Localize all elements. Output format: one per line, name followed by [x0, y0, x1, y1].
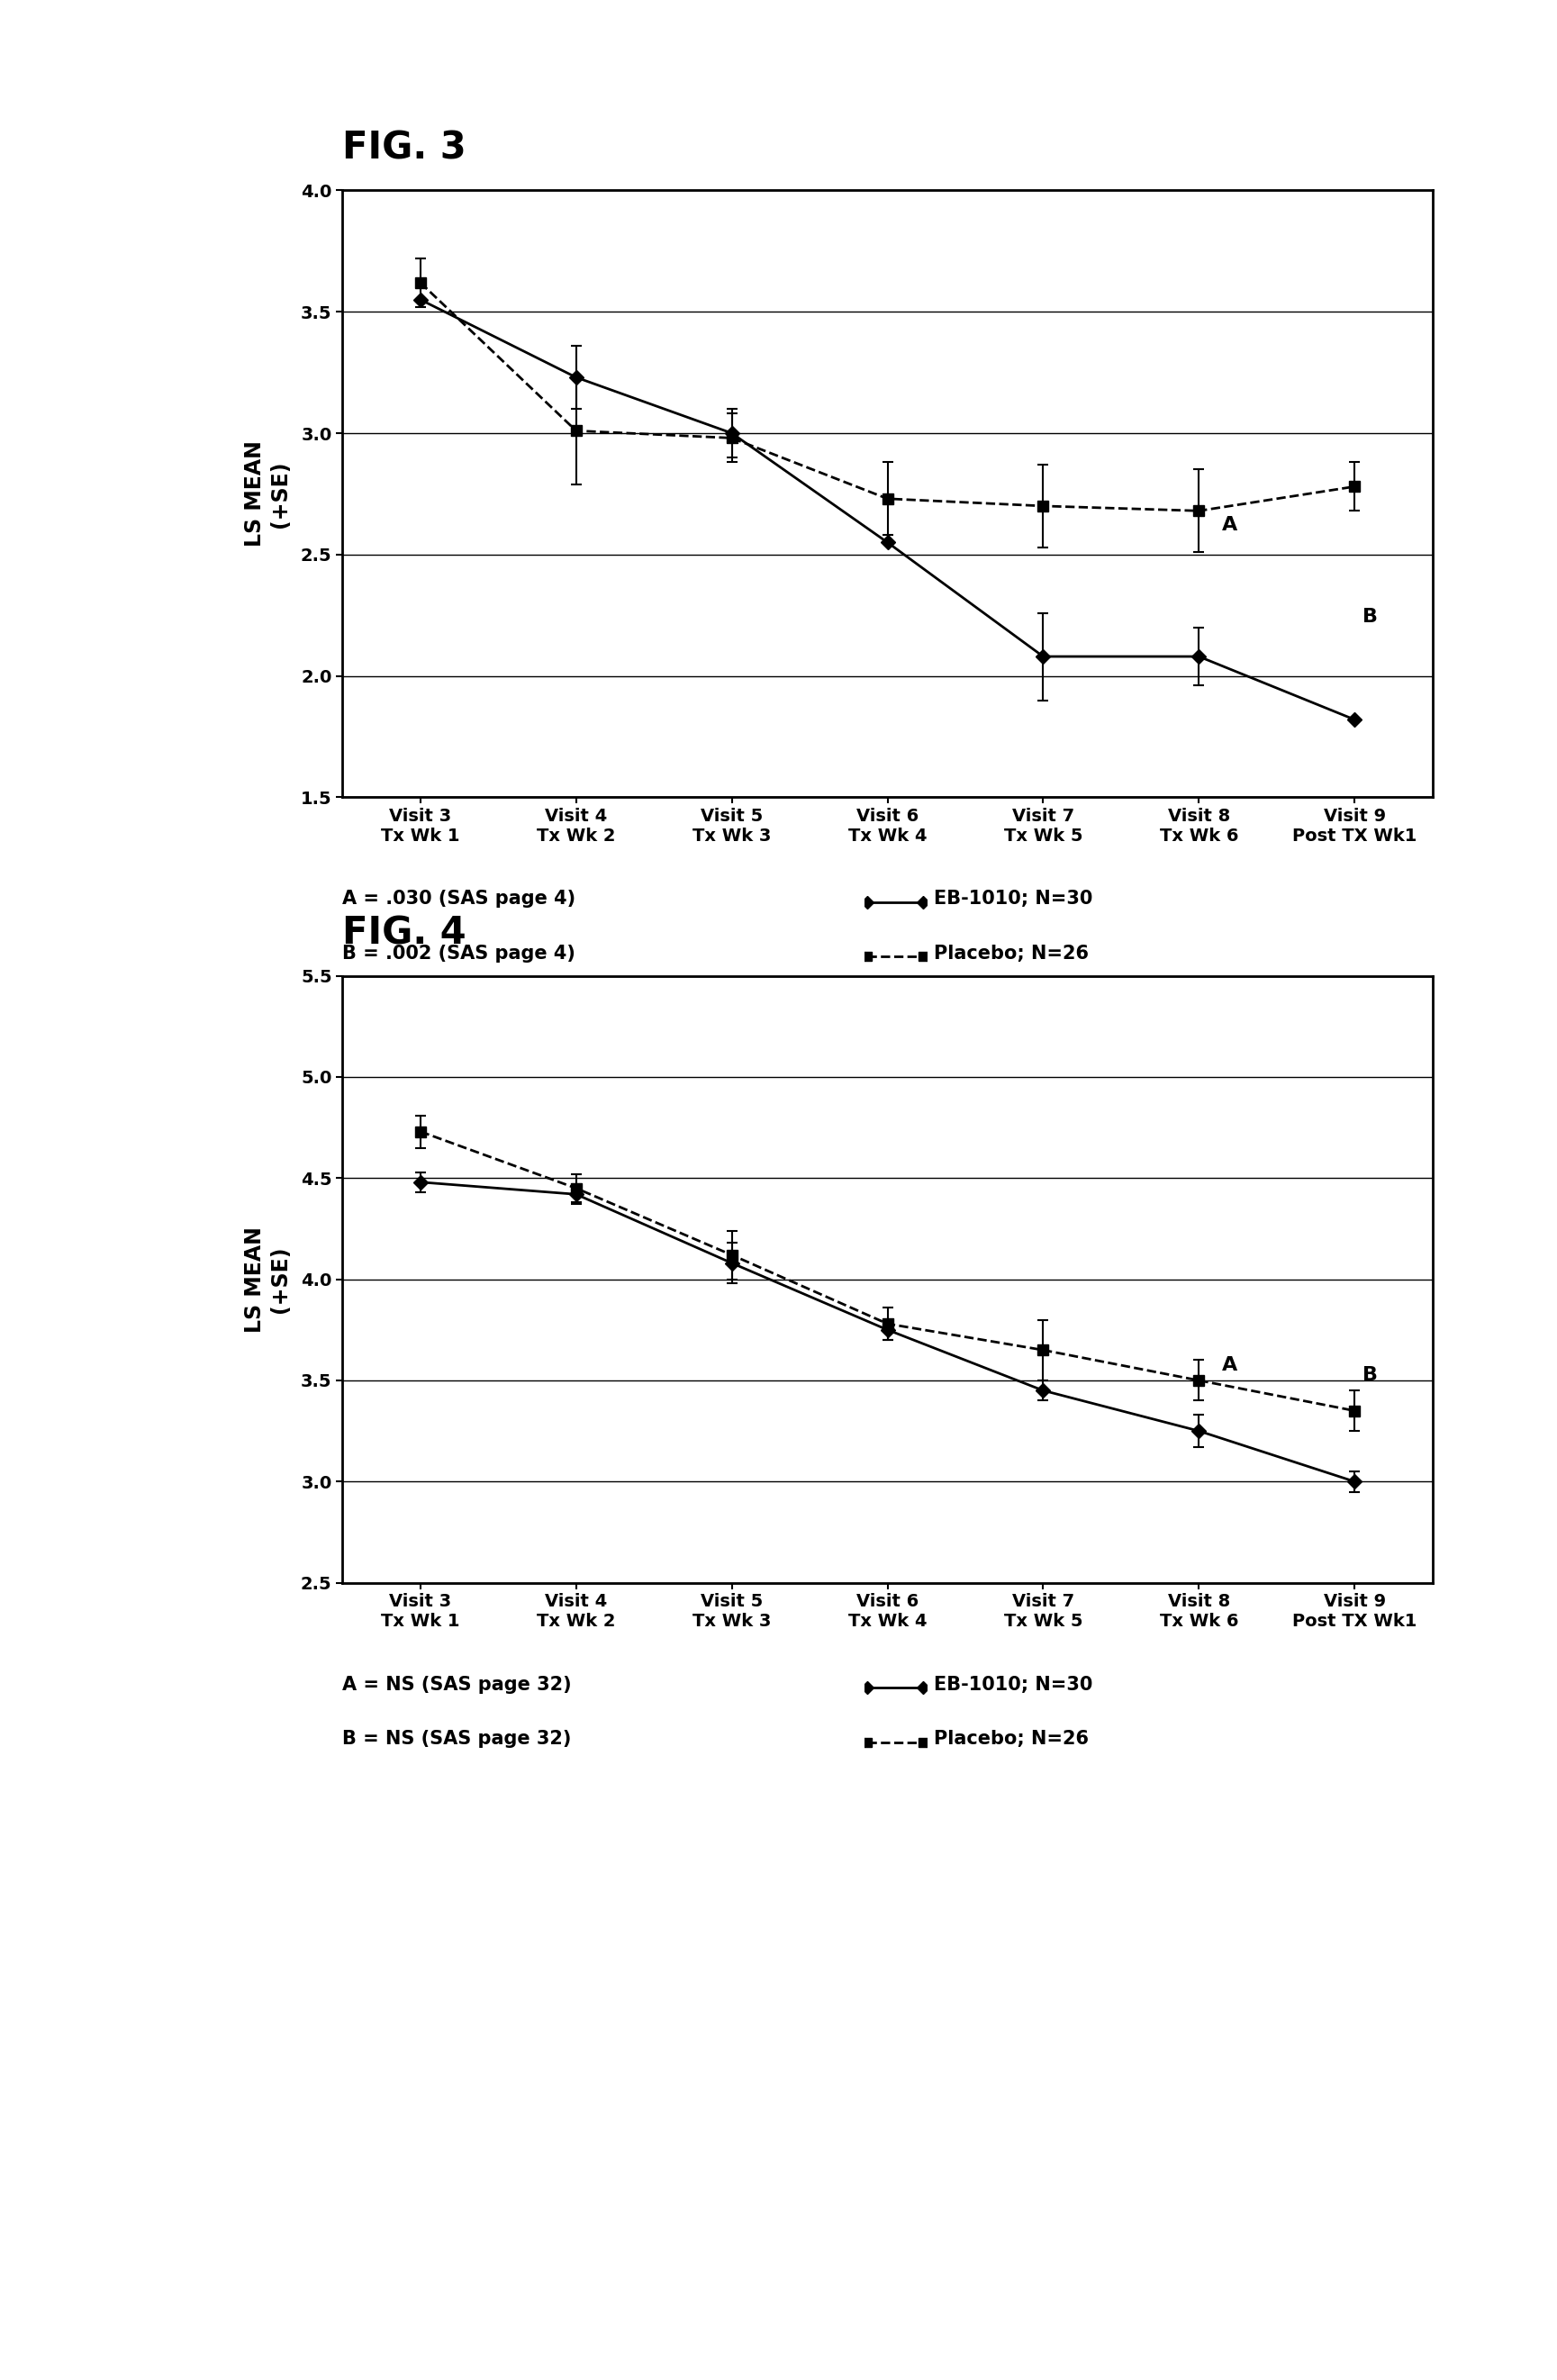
Text: FIG. 3: FIG. 3 [343, 129, 467, 167]
Text: FIG. 4: FIG. 4 [343, 914, 467, 952]
Text: Placebo; N=26: Placebo; N=26 [934, 1730, 1088, 1749]
Text: EB-1010; N=30: EB-1010; N=30 [934, 1676, 1093, 1695]
Y-axis label: LS MEAN
(+SE): LS MEAN (+SE) [244, 1226, 291, 1333]
Text: B: B [1362, 609, 1378, 626]
Text: A: A [1222, 1357, 1238, 1373]
Y-axis label: LS MEAN
(+SE): LS MEAN (+SE) [244, 440, 291, 547]
Text: B = NS (SAS page 32): B = NS (SAS page 32) [343, 1730, 571, 1749]
Text: A = .030 (SAS page 4): A = .030 (SAS page 4) [343, 890, 576, 909]
Text: B: B [1362, 1366, 1378, 1385]
Text: EB-1010; N=30: EB-1010; N=30 [934, 890, 1093, 909]
Text: Placebo; N=26: Placebo; N=26 [934, 945, 1088, 964]
Text: B = .002 (SAS page 4): B = .002 (SAS page 4) [343, 945, 576, 964]
Text: A: A [1222, 516, 1238, 533]
Text: A = NS (SAS page 32): A = NS (SAS page 32) [343, 1676, 571, 1695]
